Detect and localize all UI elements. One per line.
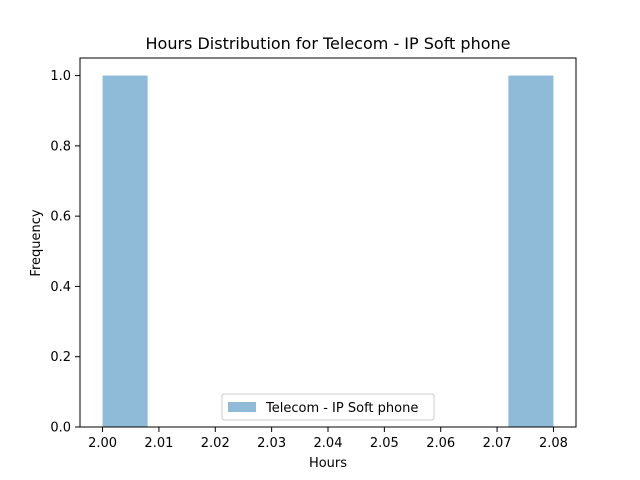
x-axis-label: Hours <box>309 456 347 471</box>
legend: Telecom - IP Soft phone <box>221 393 435 421</box>
y-tick-label-4: 0.8 <box>50 139 71 154</box>
y-tick-label-3: 0.6 <box>50 210 71 225</box>
x-tick-label-4: 2.04 <box>314 436 343 451</box>
plot-frame <box>79 57 577 428</box>
bars-group <box>102 75 554 427</box>
chart-title: Hours Distribution for Telecom - IP Soft… <box>146 34 511 53</box>
y-axis-label: Frequency <box>29 209 44 276</box>
x-tick-label-0: 2.00 <box>88 436 117 451</box>
y-tick-label-2: 0.4 <box>50 280 71 295</box>
x-tick-label-1: 2.01 <box>144 436 173 451</box>
histogram-bar-9 <box>508 75 554 427</box>
legend-box <box>221 393 435 421</box>
legend-swatch <box>228 402 256 412</box>
x-tick-label-5: 2.05 <box>370 436 399 451</box>
x-tick-label-6: 2.06 <box>426 436 455 451</box>
x-tick-label-7: 2.07 <box>483 436 512 451</box>
x-tick-label-2: 2.02 <box>201 436 230 451</box>
histogram-bar-0 <box>102 75 148 427</box>
y-tick-label-0: 0.0 <box>50 421 71 436</box>
y-tick-label-5: 1.0 <box>50 69 71 84</box>
legend-label: Telecom - IP Soft phone <box>265 401 418 416</box>
x-tick-label-3: 2.03 <box>257 436 286 451</box>
y-axis-ticks: 0.0 0.2 0.4 0.6 0.8 1.0 <box>50 69 80 436</box>
x-axis-ticks: 2.00 2.01 2.02 2.03 2.04 2.05 2.06 2.07 2.08 <box>88 427 568 451</box>
y-tick-label-1: 0.2 <box>50 350 71 365</box>
x-tick-label-8: 2.08 <box>539 436 568 451</box>
